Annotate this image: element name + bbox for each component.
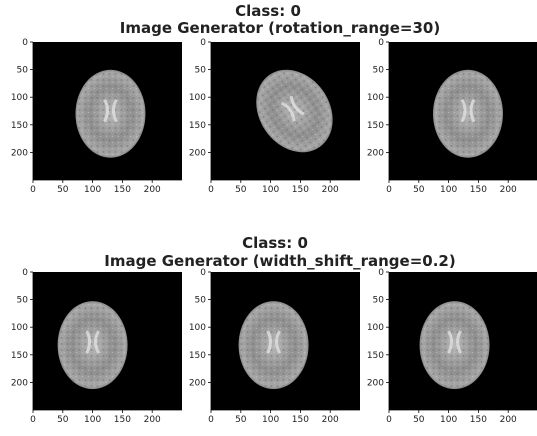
x-tick-label: 200	[322, 185, 339, 195]
y-tick-label: 50	[373, 296, 385, 306]
x-tick-label: 150	[114, 185, 131, 195]
brain-image	[420, 301, 490, 389]
brain-image	[433, 70, 503, 158]
y-tick-label: 200	[189, 148, 206, 158]
brain-texture	[434, 71, 502, 157]
x-tick-label: 0	[386, 415, 392, 425]
x-tick-label: 0	[30, 415, 36, 425]
x-tick-label: 50	[413, 185, 425, 195]
y-tick-label: 50	[17, 296, 29, 306]
x-tick-label: 150	[292, 185, 309, 195]
y-tick-label: 100	[11, 323, 28, 333]
y-tick-label: 150	[11, 121, 28, 131]
y-tick-label: 150	[189, 121, 206, 131]
x-tick-label: 50	[413, 415, 425, 425]
y-tick-label: 0	[22, 38, 28, 48]
figure-heading: Class: 0	[235, 2, 301, 20]
figure-title: Image Generator (width_shift_range=0.2)	[104, 252, 455, 270]
brain-texture	[76, 71, 144, 157]
y-tick-label: 50	[195, 66, 207, 76]
y-tick-label: 0	[200, 268, 206, 278]
x-tick-label: 100	[84, 185, 101, 195]
brain-image	[75, 70, 145, 158]
x-tick-label: 150	[292, 415, 309, 425]
y-tick-label: 100	[367, 323, 384, 333]
brain-texture	[240, 302, 308, 388]
x-tick-label: 100	[262, 185, 279, 195]
x-tick-label: 200	[500, 415, 517, 425]
y-tick-label: 0	[378, 38, 384, 48]
y-tick-label: 50	[373, 66, 385, 76]
y-tick-label: 200	[189, 378, 206, 388]
x-tick-label: 100	[84, 415, 101, 425]
brain-image	[58, 301, 128, 389]
x-tick-label: 0	[30, 185, 36, 195]
x-tick-label: 50	[235, 415, 247, 425]
x-tick-label: 100	[440, 415, 457, 425]
y-tick-label: 150	[11, 351, 28, 361]
x-tick-label: 100	[262, 415, 279, 425]
x-tick-label: 200	[144, 415, 161, 425]
y-tick-label: 100	[189, 93, 206, 103]
y-tick-label: 50	[17, 66, 29, 76]
brain-image	[239, 301, 309, 389]
y-tick-label: 200	[11, 148, 28, 158]
x-tick-label: 0	[208, 415, 214, 425]
x-tick-label: 150	[470, 185, 487, 195]
x-tick-label: 50	[57, 415, 69, 425]
x-tick-label: 0	[208, 185, 214, 195]
figure-heading: Class: 0	[242, 234, 308, 252]
brain-texture	[421, 302, 489, 388]
y-tick-label: 50	[195, 296, 207, 306]
y-tick-label: 100	[11, 93, 28, 103]
y-tick-label: 150	[189, 351, 206, 361]
y-tick-label: 0	[200, 38, 206, 48]
x-tick-label: 200	[500, 185, 517, 195]
y-tick-label: 100	[189, 323, 206, 333]
x-tick-label: 100	[440, 185, 457, 195]
y-tick-label: 200	[367, 148, 384, 158]
figure-title: Image Generator (rotation_range=30)	[120, 19, 440, 37]
y-tick-label: 150	[367, 121, 384, 131]
x-tick-label: 150	[470, 415, 487, 425]
x-tick-label: 50	[57, 185, 69, 195]
y-tick-label: 150	[367, 351, 384, 361]
y-tick-label: 0	[22, 268, 28, 278]
y-tick-label: 200	[367, 378, 384, 388]
x-tick-label: 0	[386, 185, 392, 195]
x-tick-label: 50	[235, 185, 247, 195]
y-tick-label: 0	[378, 268, 384, 278]
y-tick-label: 200	[11, 378, 28, 388]
x-tick-label: 150	[114, 415, 131, 425]
x-tick-label: 200	[322, 415, 339, 425]
x-tick-label: 200	[144, 185, 161, 195]
y-tick-label: 100	[367, 93, 384, 103]
brain-texture	[59, 302, 127, 388]
figure: Class: 0 Image Generator (rotation_range…	[0, 0, 537, 432]
